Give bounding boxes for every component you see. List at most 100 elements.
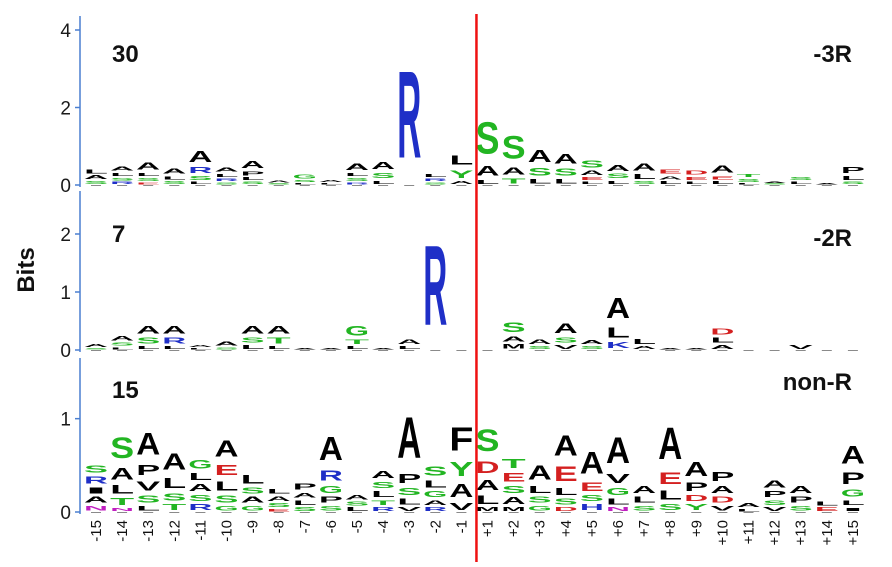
logo-letter: S (475, 113, 499, 164)
x-tick-label: +11 (741, 520, 758, 544)
x-tick-label: +6 (610, 520, 627, 537)
logo-stack: R (423, 222, 447, 350)
logo-stack: A (371, 348, 395, 350)
logo-letter: L (606, 497, 630, 506)
logo-letter: L (188, 471, 212, 482)
logo-stack: LSA (136, 324, 160, 350)
logo-letter: L (632, 337, 656, 345)
logo-letter: A (345, 162, 369, 172)
panel-type-label: -2R (813, 225, 852, 252)
logo-letter: A (110, 335, 134, 342)
logo-letter: A (215, 341, 239, 347)
logo-letter: G (528, 505, 552, 512)
logo-letter: S (397, 486, 421, 497)
logo-letter: L (658, 488, 682, 503)
logo-letter: A (267, 495, 291, 503)
logo-letter: I (841, 506, 865, 512)
logo-letter: L (136, 504, 160, 512)
x-tick-label: -8 (271, 520, 288, 533)
logo-letter: E (580, 480, 604, 493)
logo-letter: L (136, 172, 160, 177)
logo-letter: A (763, 182, 787, 184)
logo-letter: V (449, 501, 474, 512)
logo-letter: A (710, 484, 734, 495)
logo-letter: L (632, 495, 656, 504)
logo-letter: S (84, 463, 108, 474)
logo-letter: A (188, 483, 212, 494)
logo-letter: A (502, 496, 526, 507)
logo-letter: A (84, 495, 108, 504)
y-axis-label: Bits (13, 247, 40, 292)
logo-letter: L (528, 484, 552, 495)
x-tick-label: -12 (166, 520, 183, 542)
panel-type-label: non-R (783, 369, 852, 396)
logo-letter: S (423, 182, 447, 185)
logo-letter: A (371, 348, 395, 350)
logo-stack: V (789, 344, 813, 350)
logo-stack: A (319, 348, 343, 350)
logo-letter: A (658, 175, 682, 180)
logo-letter: S (215, 347, 239, 350)
logo-letter: R (423, 222, 447, 350)
logo-letter: A (449, 181, 473, 186)
logo-letter: D (710, 495, 734, 504)
logo-letter: A (84, 343, 108, 348)
y-tick-label: 1 (60, 283, 71, 304)
logo-letter: S (267, 503, 291, 508)
x-tick-label: -3 (401, 520, 418, 533)
logo-letter: E (710, 175, 734, 180)
logo-stack: A (815, 183, 839, 185)
logo-letter: L (528, 178, 552, 185)
logo-letter: S (319, 505, 343, 512)
logo-letter: A (737, 503, 761, 509)
logo-letter: S (293, 507, 317, 512)
logo-letter: S (528, 346, 552, 351)
logo-stack: SA (763, 182, 787, 185)
logo-letter: L (110, 347, 134, 350)
logo-stack: MAS (502, 320, 526, 351)
logo-letter: A (267, 324, 291, 336)
logo-letter: S (580, 493, 604, 503)
logo-stack: LEA (710, 164, 734, 185)
logo-letter: P (136, 461, 160, 478)
logo-letter: D (554, 506, 578, 512)
logo-letter: L (371, 490, 395, 499)
x-tick-label: +4 (558, 520, 575, 537)
logo-letter: A (580, 445, 604, 480)
logo-letter: L (475, 179, 499, 185)
logo-letter: A (136, 161, 160, 172)
logo-letter: E (580, 177, 604, 182)
logo-letter: S (658, 503, 682, 513)
logo-stack: LSA (345, 493, 369, 511)
logo-letter: A (606, 292, 630, 325)
logo-stack: LRA (162, 324, 186, 350)
logo-stack: SPA (789, 484, 813, 512)
logo-letter: A (319, 180, 343, 183)
logo-stack: LSA (241, 324, 265, 350)
logo-letter: G (188, 458, 212, 471)
logo-letter: E (684, 176, 708, 181)
logo-stack: LAE (658, 169, 682, 185)
logo-letter: E (815, 507, 839, 512)
logo-letter: R (345, 182, 369, 185)
logo-letter: A (215, 436, 239, 462)
logo-stack: SA (267, 180, 291, 185)
logo-letter: A (632, 346, 656, 351)
x-tick-label: +5 (584, 520, 601, 537)
logo-letter: L (737, 508, 761, 512)
logo-stack: LST (736, 173, 760, 185)
logo-stack: LSA (371, 160, 395, 185)
logo-letter: L (215, 173, 239, 178)
logo-letter: R (423, 178, 447, 182)
logo-letter: A (528, 146, 552, 166)
x-tick-label: +15 (845, 520, 862, 545)
logo-letter: A (710, 164, 734, 175)
logo-letter: S (475, 423, 499, 459)
logo-letter: A (658, 419, 682, 469)
